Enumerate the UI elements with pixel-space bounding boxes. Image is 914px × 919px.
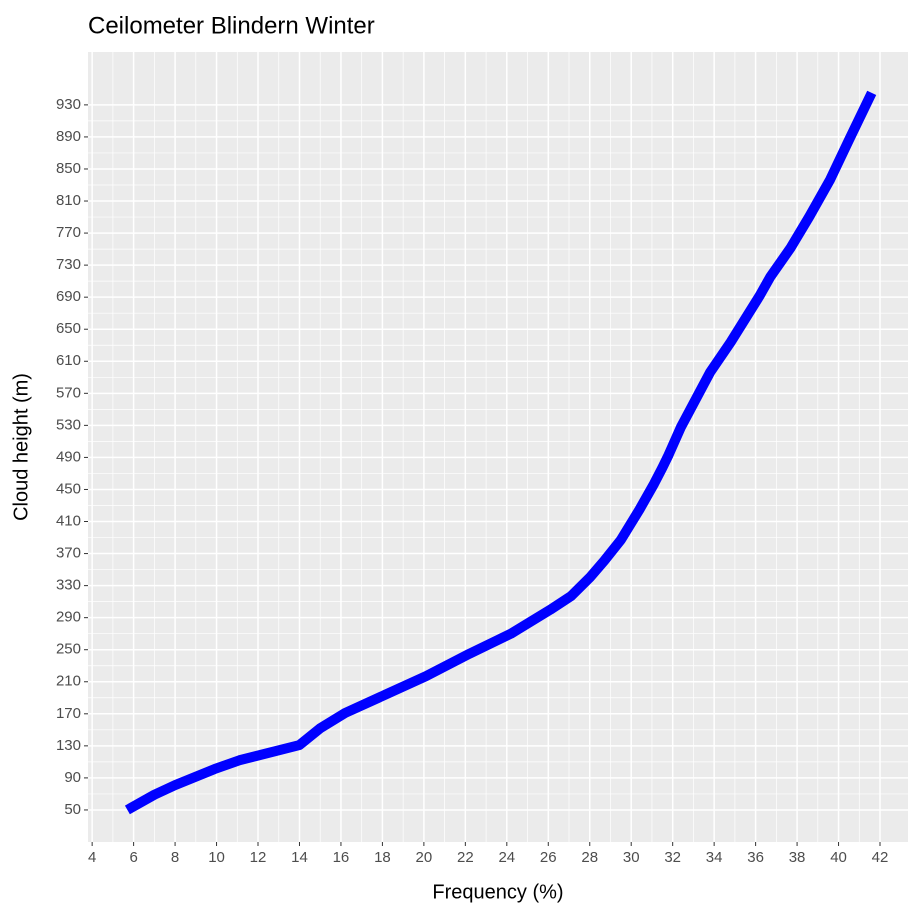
x-tick-label: 8 bbox=[171, 849, 179, 866]
y-tick-label: 530 bbox=[56, 416, 81, 433]
y-tick-label: 890 bbox=[56, 128, 81, 145]
x-tick-label: 28 bbox=[581, 849, 598, 866]
chart-title: Ceilometer Blindern Winter bbox=[88, 12, 375, 39]
x-tick-label: 38 bbox=[789, 849, 806, 866]
y-tick-label: 690 bbox=[56, 288, 81, 305]
x-tick-label: 26 bbox=[540, 849, 557, 866]
y-tick-label: 370 bbox=[56, 545, 81, 562]
y-tick-label: 730 bbox=[56, 256, 81, 273]
plot-background bbox=[88, 52, 908, 842]
x-tick-label: 6 bbox=[129, 849, 137, 866]
x-tick-label: 20 bbox=[416, 849, 433, 866]
y-tick-label: 610 bbox=[56, 352, 81, 369]
y-tick-label: 570 bbox=[56, 384, 81, 401]
y-tick-label: 650 bbox=[56, 320, 81, 337]
y-tick-label: 50 bbox=[64, 801, 81, 818]
y-tick-label: 770 bbox=[56, 224, 81, 241]
x-tick-label: 22 bbox=[457, 849, 474, 866]
y-tick-label: 250 bbox=[56, 641, 81, 658]
y-tick-label: 930 bbox=[56, 96, 81, 113]
y-tick-label: 130 bbox=[56, 737, 81, 754]
y-tick-label: 290 bbox=[56, 609, 81, 626]
x-tick-label: 18 bbox=[374, 849, 391, 866]
x-tick-label: 4 bbox=[88, 849, 96, 866]
y-tick-label: 330 bbox=[56, 577, 81, 594]
x-tick-label: 34 bbox=[706, 849, 723, 866]
y-tick-label: 170 bbox=[56, 705, 81, 722]
x-tick-label: 24 bbox=[498, 849, 515, 866]
x-tick-label: 42 bbox=[872, 849, 889, 866]
y-tick-label: 410 bbox=[56, 512, 81, 529]
x-tick-label: 16 bbox=[333, 849, 350, 866]
x-tick-label: 36 bbox=[747, 849, 764, 866]
x-tick-label: 14 bbox=[291, 849, 308, 866]
y-axis-label: Cloud height (m) bbox=[10, 373, 32, 521]
data-line bbox=[124, 90, 877, 815]
y-tick-label: 490 bbox=[56, 448, 81, 465]
y-tick-label: 810 bbox=[56, 192, 81, 209]
y-tick-label: 450 bbox=[56, 480, 81, 497]
y-tick-label: 90 bbox=[64, 769, 81, 786]
x-tick-label: 40 bbox=[830, 849, 847, 866]
y-tick-label: 210 bbox=[56, 673, 81, 690]
y-tick-label: 850 bbox=[56, 160, 81, 177]
x-tick-label: 30 bbox=[623, 849, 640, 866]
x-tick-label: 32 bbox=[664, 849, 681, 866]
x-axis-label: Frequency (%) bbox=[432, 881, 563, 903]
x-tick-label: 12 bbox=[250, 849, 267, 866]
x-tick-label: 10 bbox=[208, 849, 225, 866]
